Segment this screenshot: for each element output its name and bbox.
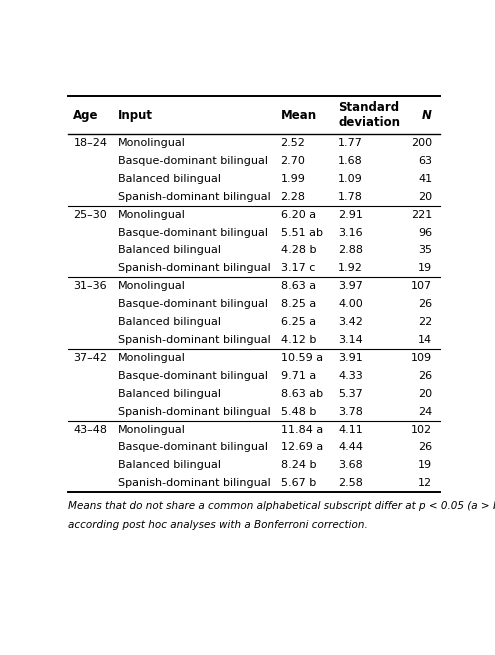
Text: 3.14: 3.14 [338,335,363,345]
Text: 41: 41 [418,174,432,184]
Text: 11.84 a: 11.84 a [281,424,323,434]
Text: 5.51 ab: 5.51 ab [281,227,323,238]
Text: 43–48: 43–48 [73,424,107,434]
Text: 2.28: 2.28 [281,192,305,202]
Text: 3.42: 3.42 [338,317,363,327]
Text: 96: 96 [418,227,432,238]
Text: 9.71 a: 9.71 a [281,371,316,381]
Text: 25–30: 25–30 [73,210,107,219]
Text: 8.25 a: 8.25 a [281,299,316,309]
Text: Spanish-dominant bilingual: Spanish-dominant bilingual [117,335,270,345]
Text: according post hoc analyses with a Bonferroni correction.: according post hoc analyses with a Bonfe… [68,521,367,531]
Text: Age: Age [73,109,99,122]
Text: 1.68: 1.68 [338,156,363,166]
Text: 5.67 b: 5.67 b [281,478,316,488]
Text: 102: 102 [411,424,432,434]
Text: Monolingual: Monolingual [117,281,185,291]
Text: 221: 221 [411,210,432,219]
Text: 2.91: 2.91 [338,210,363,219]
Text: 4.00: 4.00 [338,299,363,309]
Text: Monolingual: Monolingual [117,210,185,219]
Text: 2.52: 2.52 [281,138,305,148]
Text: 2.58: 2.58 [338,478,363,488]
Text: 10.59 a: 10.59 a [281,353,323,363]
Text: 12.69 a: 12.69 a [281,442,323,453]
Text: 19: 19 [418,460,432,470]
Text: Basque-dominant bilingual: Basque-dominant bilingual [117,227,267,238]
Text: Mean: Mean [281,109,317,122]
Text: 8.63 ab: 8.63 ab [281,388,323,399]
Text: 22: 22 [418,317,432,327]
Text: 19: 19 [418,263,432,273]
Text: 35: 35 [418,246,432,255]
Text: 3.97: 3.97 [338,281,363,291]
Text: 26: 26 [418,371,432,381]
Text: 5.48 b: 5.48 b [281,407,316,417]
Text: 4.28 b: 4.28 b [281,246,316,255]
Text: 63: 63 [418,156,432,166]
Text: Balanced bilingual: Balanced bilingual [117,246,220,255]
Text: 1.99: 1.99 [281,174,305,184]
Text: Standard
deviation: Standard deviation [338,101,400,129]
Text: 20: 20 [418,388,432,399]
Text: 37–42: 37–42 [73,353,107,363]
Text: 20: 20 [418,192,432,202]
Text: Basque-dominant bilingual: Basque-dominant bilingual [117,156,267,166]
Text: 6.20 a: 6.20 a [281,210,316,219]
Text: Spanish-dominant bilingual: Spanish-dominant bilingual [117,407,270,417]
Text: 107: 107 [411,281,432,291]
Text: 8.63 a: 8.63 a [281,281,316,291]
Text: 4.11: 4.11 [338,424,363,434]
Text: 3.16: 3.16 [338,227,363,238]
Text: 6.25 a: 6.25 a [281,317,316,327]
Text: Balanced bilingual: Balanced bilingual [117,388,220,399]
Text: Balanced bilingual: Balanced bilingual [117,174,220,184]
Text: Spanish-dominant bilingual: Spanish-dominant bilingual [117,478,270,488]
Text: 14: 14 [418,335,432,345]
Text: Balanced bilingual: Balanced bilingual [117,460,220,470]
Text: 18–24: 18–24 [73,138,107,148]
Text: 26: 26 [418,442,432,453]
Text: Basque-dominant bilingual: Basque-dominant bilingual [117,442,267,453]
Text: 1.77: 1.77 [338,138,363,148]
Text: Means that do not share a common alphabetical subscript differ at p < 0.05 (a > : Means that do not share a common alphabe… [68,501,495,512]
Text: Spanish-dominant bilingual: Spanish-dominant bilingual [117,263,270,273]
Text: 12: 12 [418,478,432,488]
Text: Basque-dominant bilingual: Basque-dominant bilingual [117,299,267,309]
Text: 4.33: 4.33 [338,371,363,381]
Text: 1.09: 1.09 [338,174,363,184]
Text: 3.17 c: 3.17 c [281,263,315,273]
Text: 31–36: 31–36 [73,281,107,291]
Text: Basque-dominant bilingual: Basque-dominant bilingual [117,371,267,381]
Text: Monolingual: Monolingual [117,424,185,434]
Text: 3.68: 3.68 [338,460,363,470]
Text: 2.70: 2.70 [281,156,305,166]
Text: N: N [422,109,432,122]
Text: 1.92: 1.92 [338,263,363,273]
Text: Spanish-dominant bilingual: Spanish-dominant bilingual [117,192,270,202]
Text: 4.12 b: 4.12 b [281,335,316,345]
Text: 26: 26 [418,299,432,309]
Text: 24: 24 [418,407,432,417]
Text: 109: 109 [411,353,432,363]
Text: Input: Input [117,109,152,122]
Text: 3.78: 3.78 [338,407,363,417]
Text: 2.88: 2.88 [338,246,363,255]
Text: Monolingual: Monolingual [117,353,185,363]
Text: 3.91: 3.91 [338,353,363,363]
Text: 8.24 b: 8.24 b [281,460,316,470]
Text: Balanced bilingual: Balanced bilingual [117,317,220,327]
Text: 1.78: 1.78 [338,192,363,202]
Text: Monolingual: Monolingual [117,138,185,148]
Text: 200: 200 [411,138,432,148]
Text: 4.44: 4.44 [338,442,363,453]
Text: 5.37: 5.37 [338,388,363,399]
